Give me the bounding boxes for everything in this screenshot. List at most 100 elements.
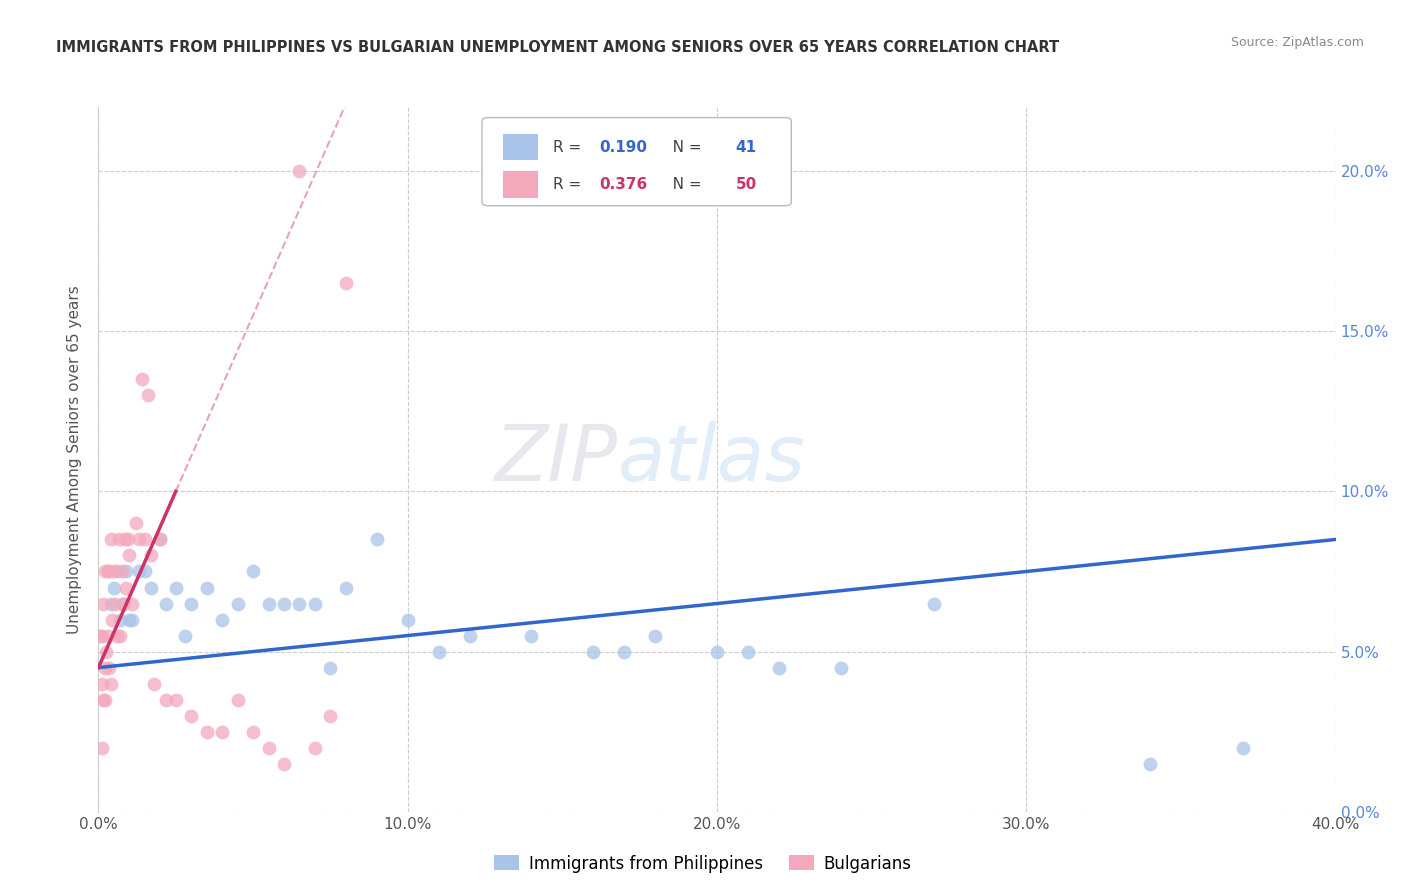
Point <box>458 628 481 642</box>
Point <box>319 708 342 723</box>
Point <box>117 533 139 547</box>
Point <box>115 565 138 579</box>
Point <box>143 676 166 690</box>
Point <box>335 277 357 291</box>
Text: 50: 50 <box>735 177 756 192</box>
Point <box>211 613 233 627</box>
Point <box>118 613 141 627</box>
Point <box>100 597 122 611</box>
Point <box>1232 740 1254 755</box>
Point <box>91 597 114 611</box>
Point <box>706 644 728 658</box>
Point <box>98 565 121 579</box>
Point <box>520 628 543 642</box>
Point <box>335 581 357 595</box>
Point <box>1139 756 1161 771</box>
Point <box>174 628 197 642</box>
Point <box>242 724 264 739</box>
Point <box>105 565 128 579</box>
Point <box>103 565 125 579</box>
Point <box>111 565 132 579</box>
Point <box>98 660 121 674</box>
Point <box>319 660 342 674</box>
Text: 0.376: 0.376 <box>599 177 648 192</box>
Point <box>118 549 141 563</box>
Point <box>149 533 172 547</box>
Point <box>90 740 112 755</box>
Point <box>114 533 136 547</box>
Text: ZIP: ZIP <box>495 421 619 498</box>
Legend: Immigrants from Philippines, Bulgarians: Immigrants from Philippines, Bulgarians <box>488 848 918 880</box>
Point <box>226 597 249 611</box>
Point <box>165 581 187 595</box>
Point <box>155 597 177 611</box>
Point <box>97 628 120 642</box>
Point <box>93 660 115 674</box>
Point <box>155 692 177 706</box>
Point <box>180 708 202 723</box>
Point <box>93 692 115 706</box>
Point <box>124 516 146 531</box>
Point <box>134 533 156 547</box>
Point <box>100 533 122 547</box>
Point <box>922 597 945 611</box>
Point <box>89 628 111 642</box>
Point <box>273 597 295 611</box>
Point <box>427 644 450 658</box>
Point <box>112 597 135 611</box>
Point <box>103 581 125 595</box>
Point <box>108 613 131 627</box>
Text: Source: ZipAtlas.com: Source: ZipAtlas.com <box>1230 36 1364 49</box>
Point <box>830 660 852 674</box>
Point <box>136 388 159 402</box>
Point <box>96 644 118 658</box>
Point <box>108 628 131 642</box>
Point <box>226 692 249 706</box>
Point <box>93 565 115 579</box>
Point <box>97 565 120 579</box>
Point <box>149 533 172 547</box>
Point <box>257 740 280 755</box>
Text: atlas: atlas <box>619 421 806 498</box>
Point <box>613 644 636 658</box>
Point <box>304 740 326 755</box>
Point <box>128 533 150 547</box>
Point <box>273 756 295 771</box>
FancyBboxPatch shape <box>503 171 537 198</box>
Point <box>644 628 666 642</box>
FancyBboxPatch shape <box>503 134 537 161</box>
Point <box>131 372 153 386</box>
Point <box>90 628 112 642</box>
Point <box>165 692 187 706</box>
Point <box>768 660 790 674</box>
Text: N =: N = <box>658 139 706 154</box>
Point <box>180 597 202 611</box>
Text: R =: R = <box>553 177 586 192</box>
Text: R =: R = <box>553 139 586 154</box>
Point <box>211 724 233 739</box>
Point <box>195 724 218 739</box>
FancyBboxPatch shape <box>482 118 792 206</box>
Point <box>242 565 264 579</box>
Point <box>288 164 311 178</box>
Point <box>112 597 135 611</box>
Point <box>115 581 138 595</box>
Point <box>304 597 326 611</box>
Point <box>195 581 218 595</box>
Text: 41: 41 <box>735 139 756 154</box>
Point <box>101 613 124 627</box>
Point <box>396 613 419 627</box>
Y-axis label: Unemployment Among Seniors over 65 years: Unemployment Among Seniors over 65 years <box>67 285 83 633</box>
Point <box>134 565 156 579</box>
Point <box>91 692 114 706</box>
Point <box>366 533 388 547</box>
Point <box>737 644 759 658</box>
Point <box>128 565 150 579</box>
Point <box>582 644 605 658</box>
Point <box>100 676 122 690</box>
Point <box>121 597 143 611</box>
Point <box>121 613 143 627</box>
Point <box>288 597 311 611</box>
Point <box>90 676 112 690</box>
Point <box>105 628 128 642</box>
